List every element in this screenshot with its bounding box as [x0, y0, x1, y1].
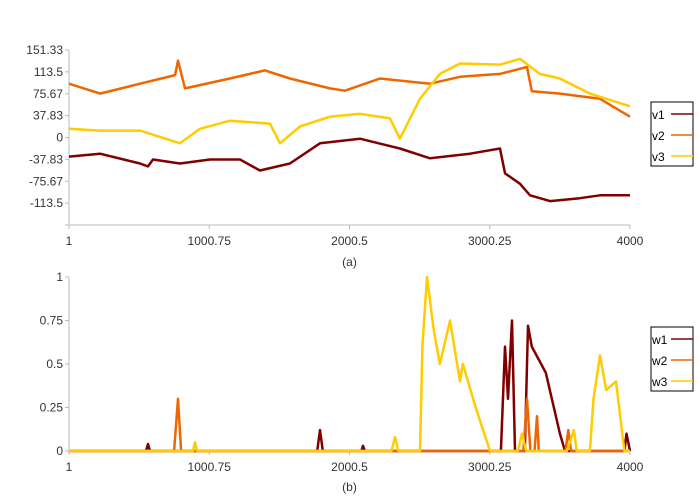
series-line-v3 [68, 57, 631, 145]
y-tick-label: 37.83 [33, 109, 63, 123]
legend-label: w3 [651, 375, 668, 389]
chart-caption: (a) [342, 255, 357, 269]
x-tick-label: 3000.25 [468, 460, 512, 474]
y-tick-label: 113.5 [34, 65, 63, 79]
series-line-w2 [69, 397, 630, 453]
chart-0: 1 1000.75 2000.5 3000.25 4000 151.33 113.5 75.6… [26, 43, 694, 269]
legend-label: v1 [652, 108, 665, 122]
y-tick-label: -75.67 [29, 174, 63, 188]
legend-label: v3 [652, 150, 665, 164]
y-tick-label: 0.25 [40, 401, 64, 415]
series-line-v2 [68, 59, 631, 118]
x-tick-label: 1 [66, 460, 73, 474]
series-line-v1 [68, 137, 630, 203]
y-tick-label: -113.5 [30, 196, 63, 210]
y-tick-label: 0 [56, 131, 63, 145]
legend-label: w2 [651, 354, 668, 368]
series-line-w3 [69, 275, 630, 453]
x-tick-label: 2000.5 [331, 460, 368, 474]
legend: v1 v2 v3 [650, 101, 694, 167]
x-tick-label: 1 [66, 234, 73, 248]
chart-1: 1 1000.75 2000.5 3000.25 4000 1 0.75 0.5 0.25 0 (b… [40, 270, 694, 494]
legend: w1 w2 w3 [650, 326, 694, 392]
chart-caption: (b) [342, 480, 357, 494]
x-tick-label: 3000.25 [468, 234, 512, 248]
legend-label: w1 [651, 333, 668, 347]
y-tick-label: 151.33 [26, 43, 63, 57]
x-tick-label: 2000.5 [331, 234, 368, 248]
y-tick-label: 1 [56, 270, 63, 284]
x-tick-label: 4000 [617, 460, 644, 474]
y-tick-label: 0.75 [40, 314, 64, 328]
x-tick-label: 1000.75 [188, 460, 232, 474]
x-tick-label: 1000.75 [188, 234, 232, 248]
series-line-w1 [69, 319, 632, 453]
x-tick-label: 4000 [617, 234, 644, 248]
y-tick-label: 75.67 [33, 87, 63, 101]
y-tick-label: -37.83 [29, 152, 63, 166]
legend-label: v2 [652, 129, 665, 143]
y-tick-label: 0 [56, 444, 63, 458]
y-tick-label: 0.5 [46, 357, 63, 371]
